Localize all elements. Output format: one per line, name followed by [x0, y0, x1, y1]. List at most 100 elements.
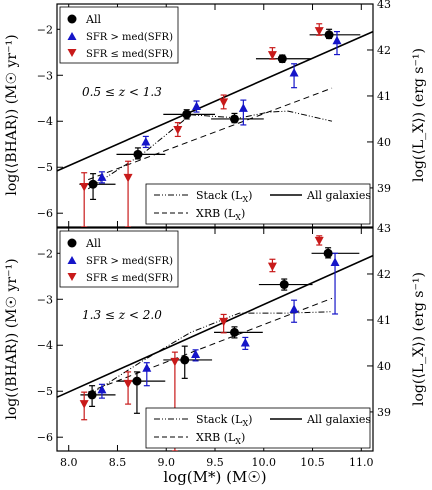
legend-stack-label: Stack (LX) — [196, 413, 252, 428]
y-tick-label: −6 — [37, 207, 53, 220]
point-all — [182, 109, 192, 119]
point-all — [324, 30, 334, 40]
point-sfr-low — [267, 51, 277, 60]
point-sfr-low — [123, 379, 133, 389]
y-tick-label-right: 39 — [377, 182, 391, 195]
x-tick-label: 8.5 — [109, 456, 127, 469]
point-sfr-high — [332, 35, 342, 45]
y-tick-label-right: 39 — [377, 406, 391, 419]
legend-all-label: All — [85, 13, 101, 26]
line-legend: Stack (LX) XRB (LX) All galaxies — [145, 183, 371, 225]
point-sfr-low — [79, 183, 89, 192]
x-tick-label: 9.5 — [206, 456, 224, 469]
point-sfr-high — [289, 304, 299, 313]
point-sfr-high — [289, 67, 299, 77]
legend-sfr-high-marker — [67, 32, 77, 40]
legend-sfr-low-marker — [67, 273, 77, 281]
y-tick-label: −5 — [37, 161, 53, 174]
y-tick-label-right: 41 — [377, 314, 391, 327]
line-solid — [57, 254, 373, 398]
legend-sfr-high-label: SFR > med(SFR) — [86, 256, 173, 267]
y-tick-label-right: 42 — [377, 268, 391, 281]
point-sfr-low — [219, 98, 229, 107]
y-axis-label-right: log(⟨L_X⟩) (erg s⁻¹) — [411, 272, 427, 406]
point-sfr-high — [141, 136, 151, 146]
point-all — [132, 376, 142, 386]
point-sfr-high — [192, 101, 202, 111]
line-solid — [57, 30, 373, 172]
y-axis-label-left: log(⟨BHAR⟩) (M☉ yr⁻¹) — [4, 34, 20, 195]
point-sfr-high — [142, 363, 152, 372]
panel-top: −6 −5 −4 −3 −2 39 40 41 42 43 log(⟨BHAR⟩) (M☉ yr⁻… — [4, 0, 427, 228]
point-sfr-low — [267, 262, 277, 272]
y-tick-label-right: 41 — [377, 90, 391, 103]
marker-legend: All SFR > med(SFR) SFR ≤ med(SFR) — [59, 6, 179, 64]
legend-box — [59, 230, 179, 288]
legend-sfr-low-label: SFR ≤ med(SFR) — [86, 273, 173, 284]
point-all — [323, 248, 333, 258]
legend-sfr-high-marker — [67, 256, 77, 264]
y-tick-label: −2 — [37, 247, 53, 260]
y-tick-label: −3 — [37, 293, 53, 306]
line-dashed — [88, 297, 333, 393]
point-sfr-high — [97, 172, 107, 181]
point-sfr-high — [238, 103, 248, 112]
y-tick-label-right: 40 — [377, 136, 391, 149]
y-tick-label: −4 — [37, 339, 53, 352]
panel-label: 1.3 ≤ z < 2.0 — [82, 308, 162, 322]
point-sfr-low — [170, 357, 180, 367]
legend-xrb-label: XRB (LX) — [196, 207, 245, 222]
y-axis-label-left: log(⟨BHAR⟩) (M☉ yr⁻¹) — [4, 258, 20, 419]
line-legend: Stack (LX) XRB (LX) All galaxies — [145, 407, 371, 449]
y-tick-label: −4 — [37, 115, 53, 128]
legend-box — [145, 407, 371, 449]
legend-sfr-low-marker — [67, 49, 77, 57]
x-tick-label: 8.0 — [60, 456, 78, 469]
x-tick-label: 11.0 — [349, 456, 374, 469]
point-sfr-high — [97, 384, 107, 394]
point-all — [133, 149, 143, 159]
legend-sfr-low-label: SFR ≤ med(SFR) — [86, 49, 173, 60]
point-all — [279, 280, 289, 290]
legend-all-galaxies-label: All galaxies — [306, 413, 371, 426]
point-all — [180, 355, 190, 365]
x-tick-label: 9.0 — [157, 456, 175, 469]
point-sfr-low — [123, 173, 133, 183]
legend-box — [59, 6, 179, 64]
point-sfr-low — [173, 126, 183, 135]
line-dashed — [88, 87, 333, 181]
y-tick-label-right: 40 — [377, 360, 391, 373]
legend-all-label: All — [85, 237, 101, 250]
point-all — [229, 327, 239, 337]
legend-xrb-label: XRB (LX) — [196, 431, 245, 446]
line-dash-dot — [87, 311, 333, 397]
panel-label: 0.5 ≤ z < 1.3 — [82, 85, 162, 99]
line-dash-dot — [87, 110, 333, 190]
point-sfr-low — [79, 400, 89, 409]
point-sfr-high — [240, 337, 250, 347]
x-axis-label: log(M*) (M☉) — [163, 468, 266, 486]
y-tick-label-right: 43 — [377, 0, 391, 11]
point-sfr-high — [330, 257, 340, 266]
x-tick-label: 10.5 — [300, 456, 325, 469]
point-all — [87, 390, 97, 400]
y-tick-label: −3 — [37, 69, 53, 82]
point-all — [229, 114, 239, 124]
y-tick-label: −6 — [37, 431, 53, 444]
point-sfr-high — [191, 349, 201, 358]
point-sfr-low — [314, 27, 324, 36]
y-axis-label-right: log(⟨L_X⟩) (erg s⁻¹) — [411, 48, 427, 182]
legend-all-marker — [67, 14, 77, 24]
marker-legend: All SFR > med(SFR) SFR ≤ med(SFR) — [59, 230, 179, 288]
point-sfr-low — [314, 236, 324, 246]
legend-stack-label: Stack (LX) — [196, 189, 252, 204]
legend-sfr-high-label: SFR > med(SFR) — [86, 32, 173, 43]
x-tick-label: 10.0 — [252, 456, 277, 469]
y-tick-label: −2 — [37, 23, 53, 36]
panel-bottom: −6 −5 −4 −3 −2 39 40 41 42 43 8.0 8.5 9.0 9.5 10.0 10.5… — [4, 222, 427, 486]
legend-all-galaxies-label: All galaxies — [306, 189, 371, 202]
legend-all-marker — [67, 238, 77, 248]
point-sfr-low — [219, 317, 229, 327]
point-all — [277, 54, 287, 64]
